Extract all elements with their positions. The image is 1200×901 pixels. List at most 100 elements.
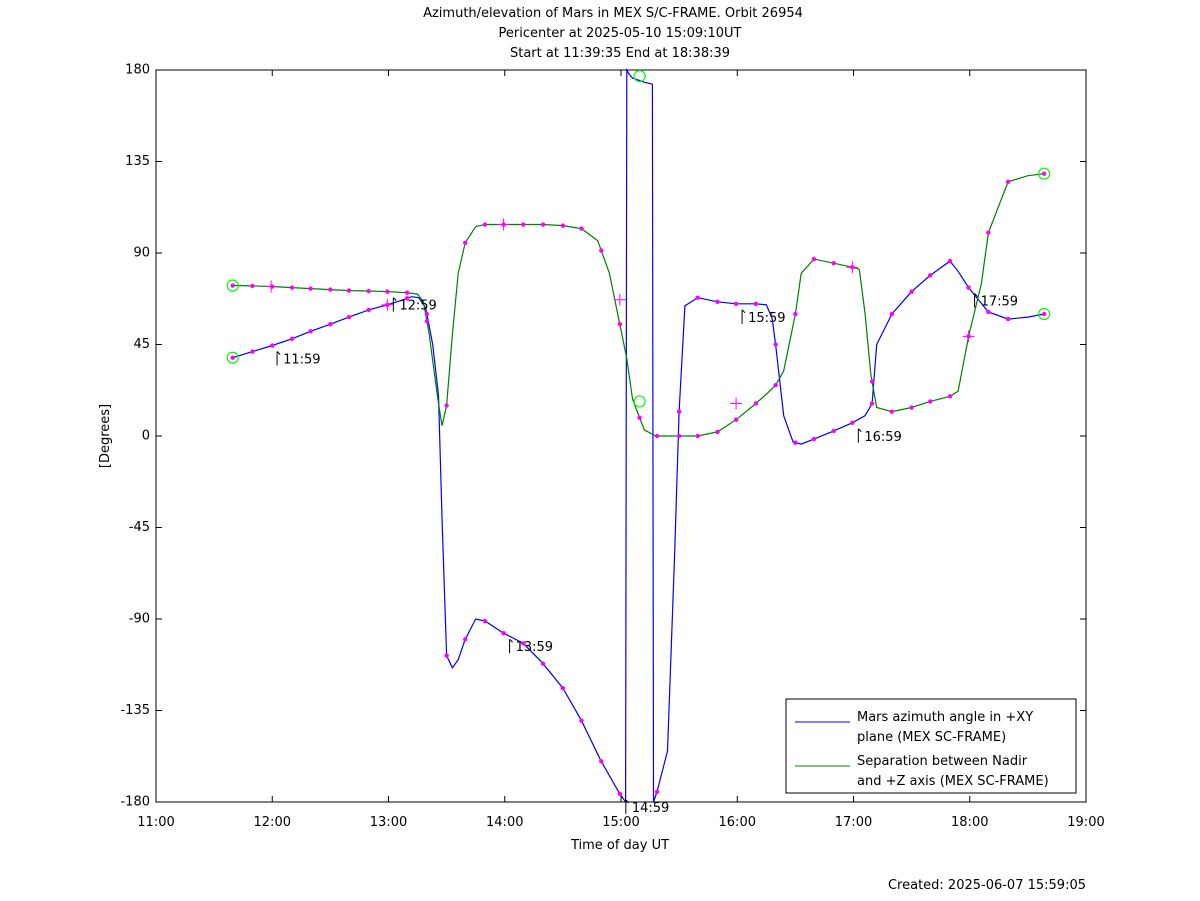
data-point-separation [599,248,604,253]
data-point-separation [308,286,313,291]
data-point-separation [250,283,255,289]
data-point-azimuth [540,661,546,666]
endpoint-circle [226,351,239,364]
data-point-separation [617,321,623,327]
endpoint-circle [226,279,239,292]
data-point-separation [928,399,933,404]
hour-mark: 13:59 [509,638,553,655]
data-point-azimuth [831,428,836,434]
hour-cross-marker [381,298,394,311]
data-point-separation [1005,179,1011,185]
data-point-azimuth [424,311,430,317]
hour-mark-arrow [625,799,630,804]
hour-mark-label: 14:59 [632,801,669,816]
data-point-azimuth [733,301,739,307]
hour-mark-arrow [857,428,862,433]
data-point-azimuth [346,314,352,320]
data-point-azimuth [654,789,660,795]
data-point-azimuth [869,401,875,406]
data-point-azimuth [250,349,255,354]
data-point-azimuth [366,307,371,313]
y-tick-label: 180 [125,63,150,78]
hour-cross-marker [962,330,975,343]
created-footer: Created: 2025-06-07 15:59:05 [888,878,1086,893]
legend: Mars azimuth angle in +XY plane (MEX SC-… [785,698,1077,794]
data-point-separation [385,289,390,294]
data-point-azimuth [328,321,333,327]
data-point-azimuth [793,440,798,445]
y-tick-label: -180 [120,795,150,810]
hour-mark: 16:59 [857,428,902,445]
data-point-separation [463,240,468,246]
data-point-azimuth [521,641,526,646]
hour-mark-label: 12:59 [399,299,436,314]
x-tick-label: 16:00 [719,815,756,830]
data-point-azimuth [773,342,778,347]
x-axis-label: Time of day UT [570,838,669,853]
y-tick-label: 135 [125,154,150,169]
data-point-separation [733,417,739,422]
x-tick-label: 12:00 [254,815,291,830]
y-tick-label: 45 [133,337,150,352]
data-point-separation [579,226,584,231]
data-point-separation [889,409,895,414]
hour-mark-label: 16:59 [864,430,901,445]
hour-cross-marker [730,397,743,410]
data-point-separation [230,283,235,288]
plot-area: 11:59 12:59 13:59 14:59 15:59 16:59 17:59 [226,67,1051,816]
endpoint-circle [1038,167,1051,180]
data-point-separation [444,403,449,408]
hour-mark: 11:59 [276,351,321,368]
y-axis: 180 135 90 45 0 -45 -90 -135 -180 [Degrees] [98,63,1086,810]
hour-cross-marker [613,293,626,306]
hour-mark-arrow [276,351,281,355]
data-point-azimuth [695,295,700,300]
data-point-azimuth [850,420,855,425]
y-tick-label: -135 [120,703,150,718]
data-point-azimuth [444,653,449,658]
data-point-azimuth [986,309,991,315]
hour-mark-arrow [974,293,978,297]
data-point-separation [404,290,410,295]
endpoint-circle [633,395,646,408]
series-line-separation [232,173,1045,437]
data-point-separation [715,429,720,435]
series-line-azimuth [232,67,1045,804]
hour-mark-arrow [392,297,397,301]
data-point-separation [947,394,953,399]
hour-mark-arrow [741,309,746,314]
hour-cross-marker [846,261,859,274]
data-point-azimuth [1041,311,1047,317]
data-point-azimuth [270,343,275,348]
legend-label-separation-2: and +Z axis (MEX SC-FRAME) [857,774,1049,789]
x-tick-label: 13:00 [370,815,407,830]
data-point-azimuth [463,637,468,642]
data-point-separation [328,287,333,292]
legend-label-azimuth-2: plane (MEX SC-FRAME) [857,730,1006,745]
plot-frame [155,69,1087,803]
data-point-azimuth [811,436,817,442]
title-line-3: Start at 11:39:35 End at 18:38:39 [510,46,730,61]
hour-cross-marker [265,280,278,293]
x-axis: 11:00 12:00 13:00 14:00 15:00 16:00 17:00 18:00… [137,70,1105,853]
data-point-azimuth [599,759,604,764]
hour-mark-arrow [509,638,513,643]
data-point-azimuth [909,289,914,294]
y-tick-label: -45 [129,520,150,535]
data-point-azimuth [482,618,488,624]
y-tick-label: 0 [142,429,150,444]
data-point-separation [482,222,488,227]
x-tick-label: 18:00 [951,815,988,830]
chart-title: Azimuth/elevation of Mars in MEX S/C-FRA… [423,6,803,61]
hour-mark-label: 17:59 [981,295,1018,310]
data-point-separation [540,222,546,227]
data-point-azimuth [947,258,953,264]
endpoint-circle [1038,307,1051,321]
y-tick-label: -90 [129,612,150,627]
hour-mark-label: 13:59 [516,640,553,655]
x-tick-label: 14:00 [486,815,523,830]
data-point-azimuth [715,299,720,304]
data-point-azimuth [928,273,933,278]
data-point-azimuth [676,409,682,414]
